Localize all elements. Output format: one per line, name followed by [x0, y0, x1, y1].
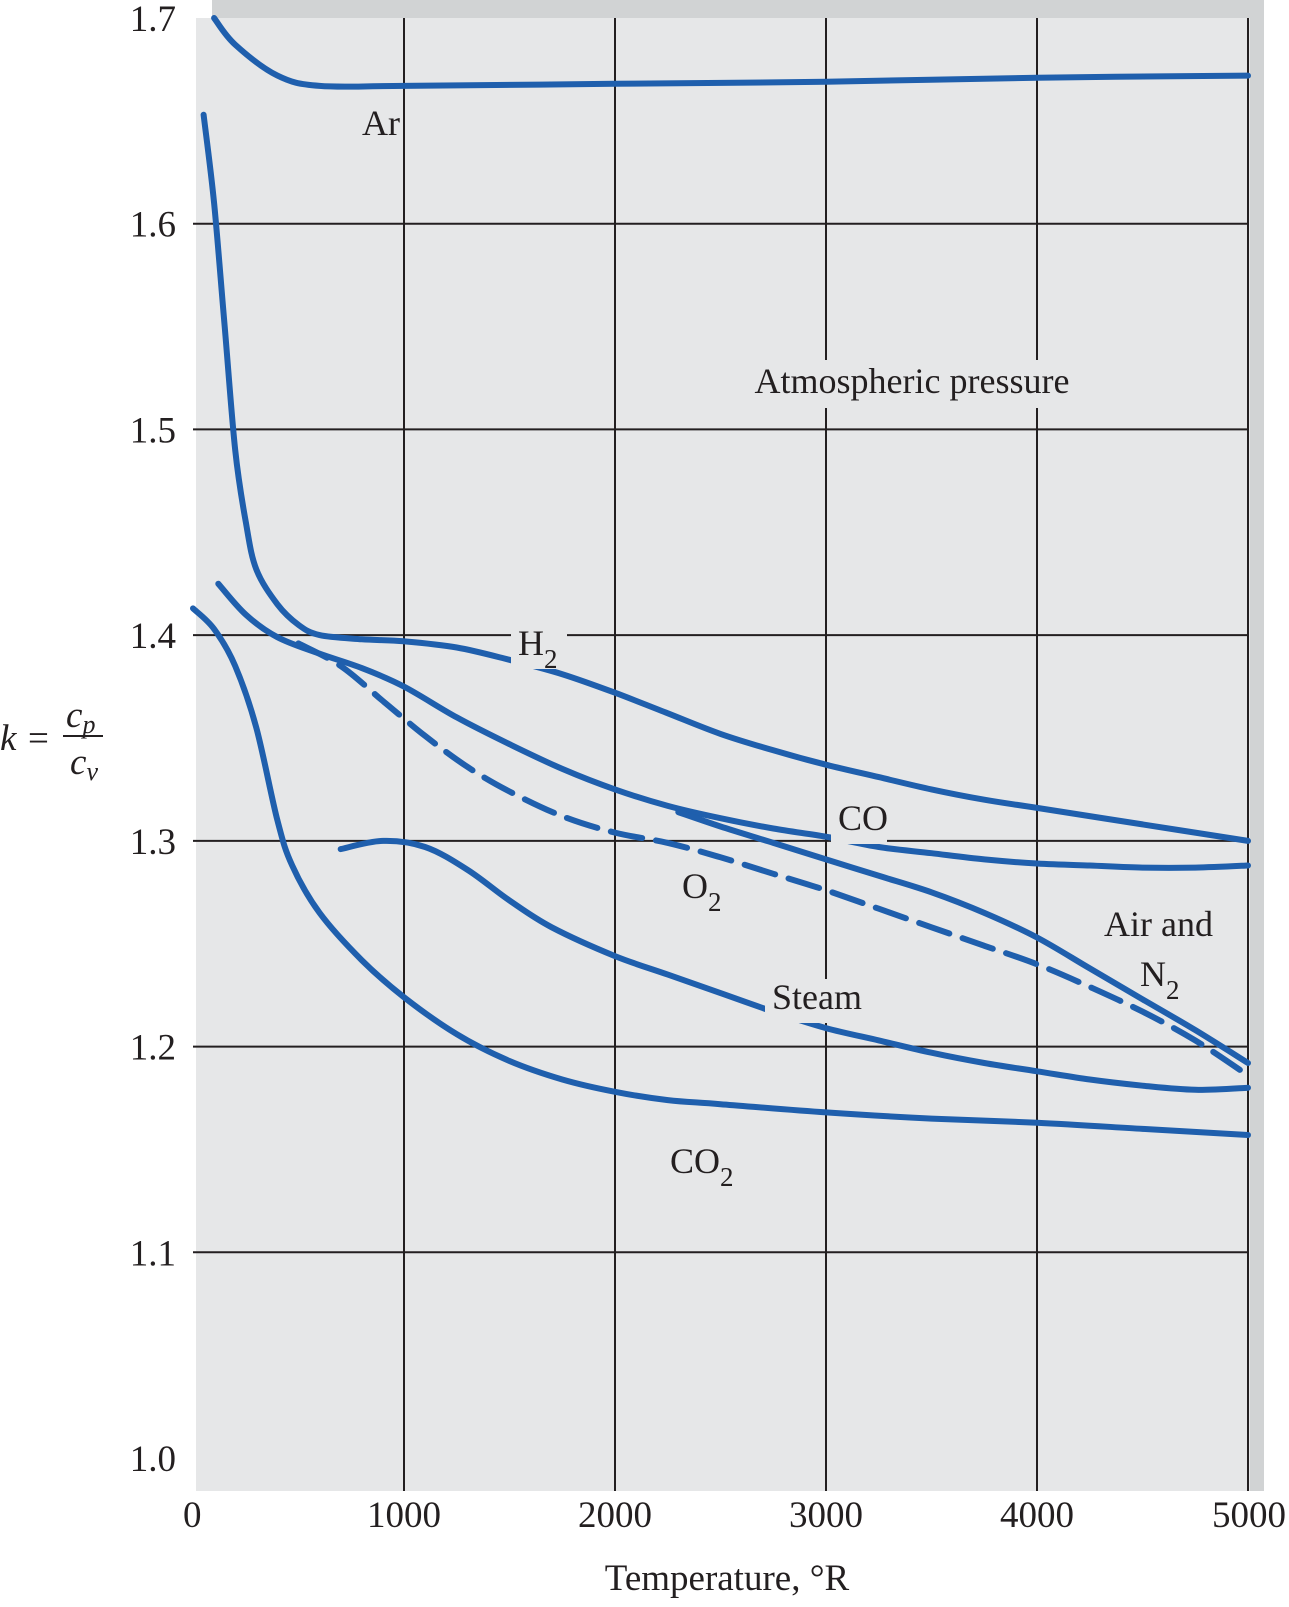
y-tick-label: 1.6	[130, 205, 176, 246]
series-label-co2: CO2	[670, 1141, 734, 1192]
series-label-steam: Steam	[772, 977, 862, 1017]
y-tick-label: 1.4	[130, 616, 176, 657]
series-label-background-steam	[765, 979, 884, 1023]
x-tick-label: 1000	[367, 1495, 441, 1536]
series-line-ar	[211, 15, 1251, 90]
series-line-o2	[295, 640, 1251, 1079]
x-axis-title: Temperature, °R	[605, 1558, 850, 1599]
y-axis-title: k = cp cv	[0, 695, 103, 786]
grid	[193, 18, 1249, 1491]
series-label-co: CO	[838, 798, 888, 838]
x-tick-label: 5000	[1212, 1495, 1286, 1536]
series-label-h2: H2	[518, 623, 558, 674]
x-tick-label: 4000	[1000, 1495, 1074, 1536]
series-line-co2	[190, 605, 1251, 1138]
annotation-atmospheric-pressure: Atmospheric pressure	[755, 361, 1070, 401]
x-tick-label: 0	[183, 1495, 202, 1536]
series-label-o2: O2	[682, 866, 722, 917]
tick-labels: 1.0 1.1 1.2 1.3 1.4 1.5 1.6 1.7 0 1000 2000 3000 400…	[130, 0, 1286, 1536]
y-tick-label: 1.7	[130, 0, 176, 40]
series-line-h2	[200, 111, 1251, 844]
series-label-ar: Ar	[362, 103, 400, 143]
y-tick-label: 1.0	[130, 1439, 176, 1480]
series-label-air-line1: Air and	[1104, 904, 1213, 944]
plot-area	[196, 18, 1250, 1491]
series-line-co	[215, 580, 1251, 871]
y-axis-title-denominator: cv	[70, 742, 98, 786]
y-tick-label: 1.3	[130, 822, 176, 863]
annotation-background	[736, 360, 1088, 408]
y-tick-label: 1.5	[130, 410, 176, 451]
y-denominator-c: c	[70, 742, 87, 783]
y-tick-label: 1.2	[130, 1028, 176, 1069]
series-line-air	[675, 809, 1251, 1066]
x-tick-label: 3000	[789, 1495, 863, 1536]
y-axis-title-main: k =	[0, 718, 51, 759]
y-numerator-c: c	[66, 695, 83, 736]
series-label-background-co	[831, 800, 887, 844]
y-axis-title-numerator: cp	[66, 695, 95, 739]
plot-top-border	[212, 0, 1262, 18]
y-tick-label: 1.1	[130, 1233, 176, 1274]
y-numerator-sub: p	[80, 710, 95, 739]
y-denominator-sub: v	[86, 757, 98, 786]
series-label-air-line2: N2	[1140, 954, 1180, 1005]
series-label-background-h2	[511, 625, 567, 669]
x-tick-label: 2000	[578, 1495, 652, 1536]
series-labels: Ar H2 CO O2 Steam CO2 Air and N2	[362, 103, 1213, 1192]
plot-right-border	[1250, 0, 1264, 1491]
